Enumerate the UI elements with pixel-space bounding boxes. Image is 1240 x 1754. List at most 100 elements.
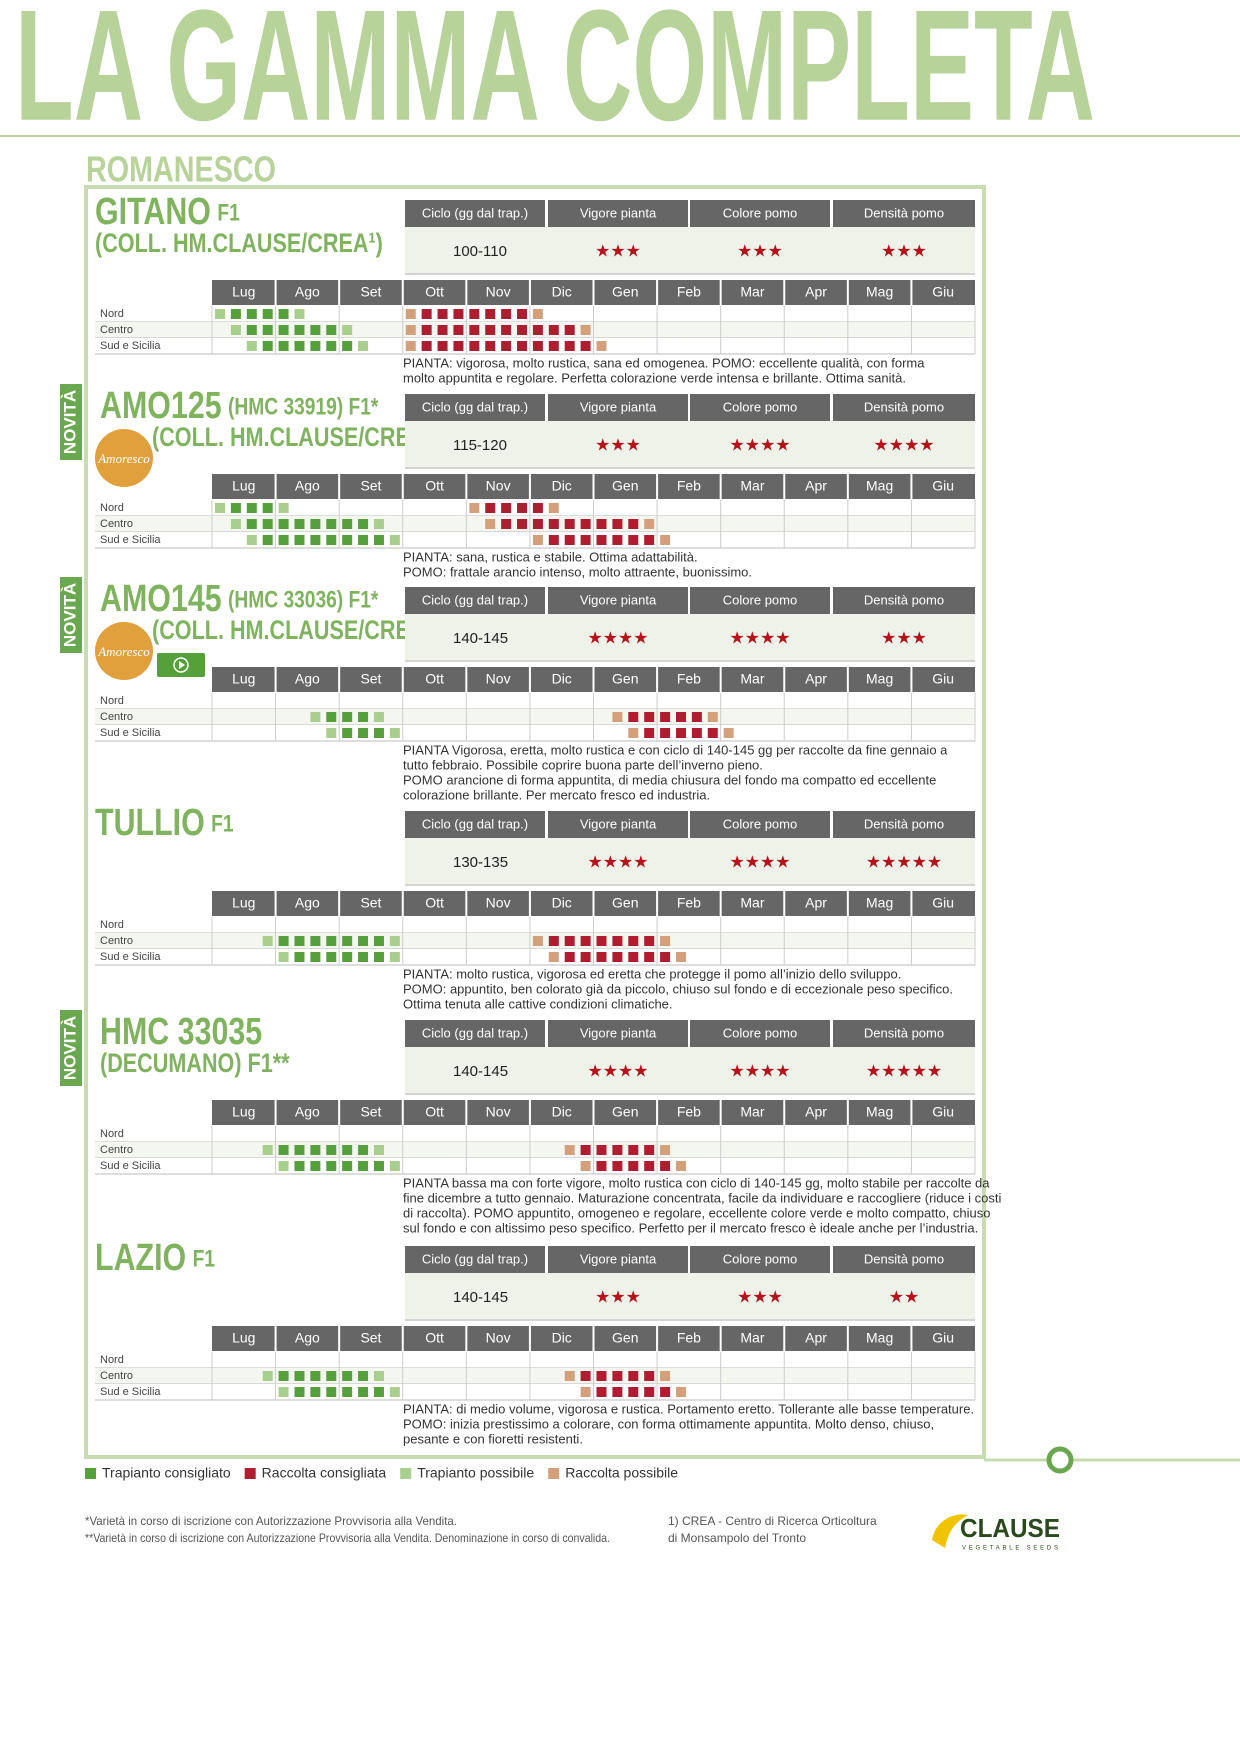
th-bg [833, 587, 975, 614]
slot [230, 503, 241, 513]
description: PIANTA bassa ma con forte vigore, molto … [403, 1175, 990, 1190]
th: Vigore pianta [580, 592, 657, 607]
description: di raccolta). POMO appuntito, omogeneo e… [403, 1205, 990, 1220]
slot [612, 1145, 623, 1155]
legend-swatch [85, 1468, 96, 1479]
slot [501, 341, 512, 351]
slot [580, 936, 591, 946]
name-suffix: (HMC 33036) F1* [228, 585, 379, 613]
slot [246, 341, 257, 351]
th-bg [405, 394, 545, 421]
slot [358, 341, 369, 351]
slot [342, 535, 353, 545]
slot [437, 341, 448, 351]
slot [326, 712, 337, 722]
slot [532, 535, 543, 545]
subtitle-g: (COLL. HM.CLAUSE/CREA¹) [152, 423, 440, 453]
th-bg [405, 200, 545, 227]
name: TULLIO F1 [95, 802, 234, 844]
slot [310, 936, 321, 946]
row-bg [95, 709, 975, 725]
slot [691, 712, 702, 722]
zone: Sud e Sicilia [100, 1386, 161, 1398]
th-bg [690, 394, 830, 421]
page-title: LA GAMMA COMPLETA [15, 0, 1095, 154]
slot [373, 936, 384, 946]
month: Mar [740, 895, 764, 911]
slot [644, 712, 655, 722]
slot [453, 309, 464, 319]
name-suffix: F1 [211, 809, 233, 837]
slot [358, 728, 369, 738]
th-bg [548, 1246, 688, 1273]
month: Dic [552, 1330, 572, 1346]
td: ★★★★★ [866, 1061, 942, 1080]
slot [580, 1161, 591, 1171]
description: POMO arancione di forma appuntita, di me… [403, 772, 936, 787]
month: Lug [232, 478, 255, 494]
th: Ciclo (gg dal trap.) [422, 1025, 528, 1040]
td: ★★★ [595, 1287, 641, 1306]
month: Set [360, 895, 381, 911]
slot [326, 1161, 337, 1171]
month: Mar [740, 671, 764, 687]
slot [389, 535, 400, 545]
slot [564, 952, 575, 962]
th: Vigore pianta [580, 1025, 657, 1040]
month: Ott [425, 671, 444, 687]
month: Mag [866, 1330, 893, 1346]
subtitle: (COLL. HM.CLAUSE/CREA¹) [152, 616, 440, 646]
slot [262, 309, 273, 319]
name-main: TULLIO [95, 802, 205, 844]
zone: Centro [100, 1144, 133, 1156]
month: Ott [425, 1104, 444, 1120]
month: Feb [677, 671, 701, 687]
section-title: ROMANESCO [86, 149, 276, 190]
month: Ago [295, 1330, 320, 1346]
slot [707, 712, 718, 722]
slot [628, 1387, 639, 1397]
month: Lug [232, 895, 255, 911]
slot [310, 1387, 321, 1397]
slot [517, 519, 528, 529]
th-bg [833, 1020, 975, 1047]
video-ring [173, 657, 189, 673]
slot [612, 936, 623, 946]
slot [373, 1161, 384, 1171]
th-bg [405, 587, 545, 614]
month: Mar [740, 284, 764, 300]
slot [660, 712, 671, 722]
zone: Nord [100, 308, 124, 320]
slot [294, 519, 305, 529]
slot [342, 1161, 353, 1171]
slot [660, 1161, 671, 1171]
slot [660, 1387, 671, 1397]
slot [612, 535, 623, 545]
slot [501, 309, 512, 319]
month: Gen [612, 1330, 638, 1346]
slot [580, 341, 591, 351]
slot [358, 1371, 369, 1381]
legend-label: Raccolta possibile [565, 1465, 678, 1481]
subtitle-g: (DECUMANO) F1** [100, 1049, 290, 1079]
month: Set [360, 1330, 381, 1346]
slot [596, 519, 607, 529]
slot [660, 936, 671, 946]
month: Ago [295, 671, 320, 687]
slot [310, 1161, 321, 1171]
slot [532, 519, 543, 529]
slot [310, 519, 321, 529]
month: Apr [805, 895, 827, 911]
slot [469, 503, 480, 513]
th: Vigore pianta [580, 816, 657, 831]
th: Colore pomo [723, 399, 797, 414]
name-main: AMO125 [100, 385, 222, 427]
slot [326, 1371, 337, 1381]
slot [342, 1371, 353, 1381]
description: colorazione brillante. Per mercato fresc… [403, 787, 710, 802]
month: Feb [677, 1330, 701, 1346]
slot [278, 519, 289, 529]
slot [405, 341, 416, 351]
slot [326, 325, 337, 335]
description: PIANTA: di medio volume, vigorosa e rust… [403, 1401, 974, 1416]
